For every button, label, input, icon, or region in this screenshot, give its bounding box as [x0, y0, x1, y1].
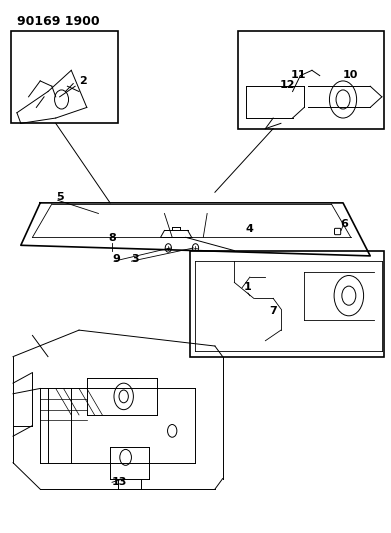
Circle shape	[114, 383, 133, 410]
Text: 2: 2	[79, 76, 87, 86]
Circle shape	[165, 244, 171, 252]
Text: 5: 5	[56, 192, 63, 202]
Text: 90169 1900: 90169 1900	[17, 14, 100, 28]
Circle shape	[168, 424, 177, 437]
Text: 7: 7	[269, 306, 277, 316]
Bar	[238, 30, 384, 128]
Text: 1: 1	[244, 282, 252, 293]
Text: 4: 4	[246, 224, 254, 234]
Text: 13: 13	[112, 477, 127, 487]
FancyBboxPatch shape	[334, 228, 341, 235]
Circle shape	[334, 276, 364, 316]
Circle shape	[119, 390, 128, 403]
Text: 9: 9	[112, 254, 120, 264]
Bar	[11, 30, 118, 123]
Text: 10: 10	[343, 70, 359, 80]
Text: 11: 11	[291, 70, 306, 80]
Text: 6: 6	[340, 219, 348, 229]
Circle shape	[120, 449, 131, 465]
Circle shape	[192, 244, 199, 252]
Polygon shape	[21, 203, 370, 256]
Text: 12: 12	[280, 80, 296, 91]
Circle shape	[342, 286, 356, 305]
Text: 3: 3	[131, 254, 139, 264]
Bar	[190, 251, 384, 357]
Text: 8: 8	[108, 233, 116, 243]
